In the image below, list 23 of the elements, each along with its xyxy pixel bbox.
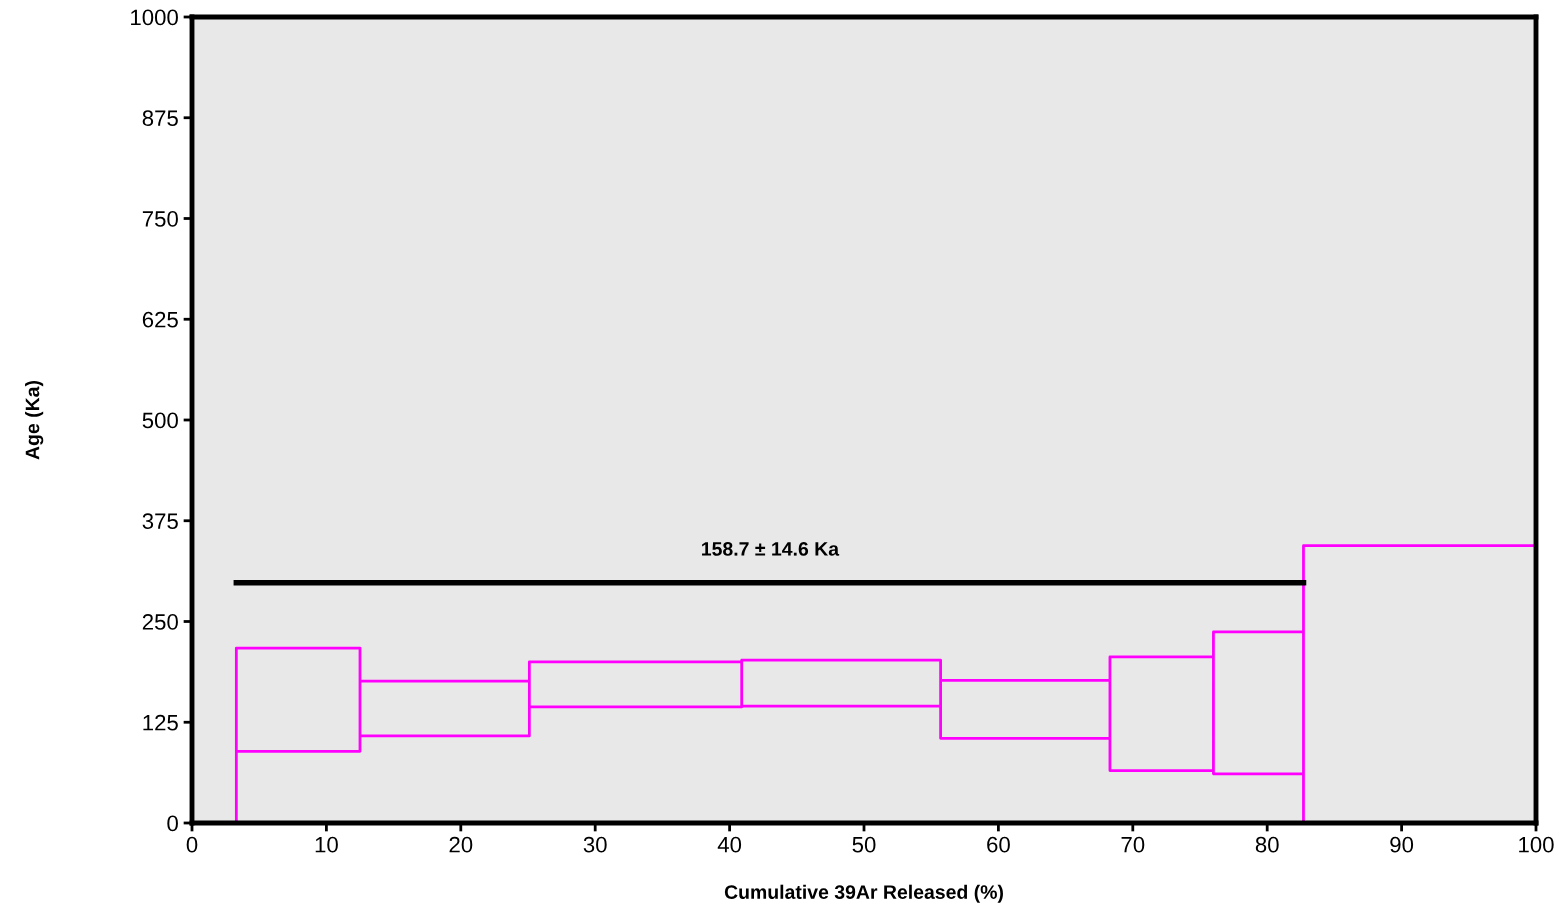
x-tick-label: 80 (1255, 836, 1279, 853)
x-tick-label: 60 (987, 836, 1010, 853)
x-tick-label: 70 (1121, 836, 1145, 853)
x-tick-label: 30 (583, 836, 607, 853)
y-tick-label: 875 (142, 110, 178, 127)
y-tick-label: 1000 (131, 9, 178, 26)
y-tick-label: 0 (167, 815, 178, 832)
y-tick-label: 125 (143, 714, 178, 731)
y-tick-label: 625 (142, 311, 178, 328)
y-tick-label: 500 (142, 412, 178, 429)
x-axis-title: Cumulative 39Ar Released (%) (724, 884, 1003, 903)
x-tick-label: 0 (186, 836, 198, 853)
y-tick-label: 750 (142, 211, 178, 227)
x-tick-label: 50 (852, 836, 876, 853)
x-tick-label: 40 (717, 836, 742, 853)
y-tick-label: 250 (142, 614, 178, 630)
annotation: 158.7 ± 14.6 Ka (702, 542, 840, 556)
x-tick-label: 20 (449, 836, 473, 853)
y-tick-label: 375 (142, 513, 178, 530)
x-tick-label: 100 (1519, 836, 1554, 853)
x-tick-label: 90 (1390, 836, 1414, 853)
x-tick-label: 10 (315, 836, 338, 853)
y-axis-title: Age (Ka) (25, 380, 44, 460)
